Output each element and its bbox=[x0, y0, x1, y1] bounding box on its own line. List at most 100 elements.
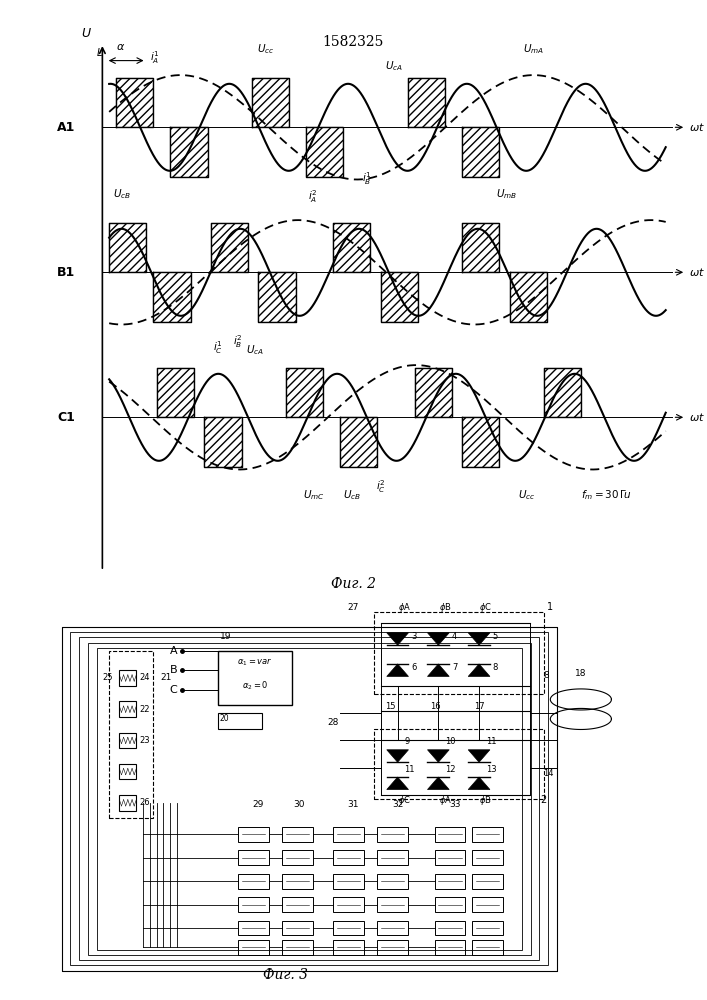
Text: $U_{mB}$: $U_{mB}$ bbox=[496, 187, 517, 201]
Text: 28: 28 bbox=[327, 718, 339, 727]
Text: 22: 22 bbox=[140, 705, 150, 714]
Bar bbox=[333, 827, 363, 842]
Text: 4: 4 bbox=[452, 632, 457, 641]
Bar bbox=[472, 940, 503, 955]
Text: 11: 11 bbox=[404, 765, 415, 774]
Text: $\omega t$: $\omega t$ bbox=[689, 266, 706, 278]
Text: $\alpha_1{=}var$: $\alpha_1{=}var$ bbox=[238, 657, 273, 668]
Text: $i^2_A$: $i^2_A$ bbox=[308, 188, 317, 205]
Text: $\phi$B: $\phi$B bbox=[479, 794, 492, 807]
Text: $U_{cB}$: $U_{cB}$ bbox=[112, 187, 131, 201]
Text: 20: 20 bbox=[220, 714, 229, 723]
Text: 8: 8 bbox=[544, 671, 549, 680]
Text: B1: B1 bbox=[57, 266, 75, 279]
Text: 29: 29 bbox=[253, 800, 264, 809]
Text: 5: 5 bbox=[493, 632, 498, 641]
Text: 27: 27 bbox=[348, 603, 359, 612]
Text: $i^1_A$: $i^1_A$ bbox=[151, 49, 160, 66]
Text: $\phi$A: $\phi$A bbox=[398, 601, 411, 614]
Polygon shape bbox=[428, 633, 449, 645]
Polygon shape bbox=[387, 777, 409, 790]
Text: 32: 32 bbox=[392, 800, 403, 809]
Bar bbox=[119, 701, 136, 717]
Bar bbox=[119, 670, 136, 686]
Text: $f_m{=}30\,\Gamma\!\mathit{u}$: $f_m{=}30\,\Gamma\!\mathit{u}$ bbox=[581, 488, 632, 502]
Polygon shape bbox=[428, 750, 449, 762]
Text: $U_{mA}$: $U_{mA}$ bbox=[522, 42, 544, 56]
Text: 18: 18 bbox=[575, 669, 587, 678]
Bar bbox=[472, 827, 503, 842]
Bar bbox=[282, 827, 312, 842]
Polygon shape bbox=[468, 750, 490, 762]
Text: $\alpha_2{=}0$: $\alpha_2{=}0$ bbox=[242, 680, 269, 692]
Bar bbox=[238, 827, 269, 842]
Text: 9: 9 bbox=[404, 737, 409, 746]
Text: 19: 19 bbox=[220, 632, 231, 641]
Text: 25: 25 bbox=[103, 674, 113, 682]
Bar bbox=[472, 850, 503, 865]
Text: C: C bbox=[169, 685, 177, 695]
Text: 10: 10 bbox=[445, 737, 455, 746]
Polygon shape bbox=[428, 777, 449, 790]
Text: 17: 17 bbox=[474, 702, 484, 711]
Bar bbox=[119, 733, 136, 748]
Text: C1: C1 bbox=[57, 411, 75, 424]
Bar bbox=[97, 648, 522, 950]
Text: $U_{cB}$: $U_{cB}$ bbox=[344, 488, 361, 502]
Polygon shape bbox=[468, 664, 490, 676]
Bar bbox=[378, 897, 408, 912]
Bar bbox=[282, 921, 312, 935]
Text: L: L bbox=[97, 48, 103, 58]
Text: 23: 23 bbox=[140, 736, 151, 745]
Text: $i^1_B$: $i^1_B$ bbox=[362, 171, 372, 187]
Text: $\omega t$: $\omega t$ bbox=[689, 411, 706, 423]
Bar bbox=[378, 921, 408, 935]
Bar bbox=[435, 940, 465, 955]
Text: $U_{cc}$: $U_{cc}$ bbox=[518, 488, 535, 502]
Text: 6: 6 bbox=[411, 663, 416, 672]
Polygon shape bbox=[387, 664, 409, 676]
Text: 15: 15 bbox=[385, 702, 396, 711]
Text: A: A bbox=[170, 646, 177, 656]
Text: 8: 8 bbox=[493, 663, 498, 672]
Text: $\alpha$: $\alpha$ bbox=[116, 42, 125, 52]
Bar bbox=[218, 651, 293, 705]
Text: $\phi$C: $\phi$C bbox=[479, 601, 492, 614]
Polygon shape bbox=[468, 633, 490, 645]
Text: B: B bbox=[170, 665, 177, 675]
Bar bbox=[333, 897, 363, 912]
Bar bbox=[435, 827, 465, 842]
Text: $i^1_C$: $i^1_C$ bbox=[213, 339, 223, 356]
Bar bbox=[472, 897, 503, 912]
Bar bbox=[378, 827, 408, 842]
Text: A1: A1 bbox=[57, 121, 75, 134]
Text: $i^2_C$: $i^2_C$ bbox=[375, 478, 385, 495]
Bar bbox=[374, 612, 544, 694]
Text: 21: 21 bbox=[160, 674, 171, 682]
Bar bbox=[472, 874, 503, 889]
Bar bbox=[79, 637, 539, 960]
Text: 1: 1 bbox=[547, 602, 554, 612]
Bar bbox=[333, 921, 363, 935]
Bar bbox=[88, 643, 531, 955]
Text: 26: 26 bbox=[140, 798, 151, 807]
Text: U: U bbox=[81, 27, 90, 40]
Polygon shape bbox=[387, 750, 409, 762]
Bar bbox=[282, 850, 312, 865]
Bar bbox=[378, 850, 408, 865]
Bar bbox=[378, 874, 408, 889]
Text: 16: 16 bbox=[430, 702, 440, 711]
Text: $\phi$B: $\phi$B bbox=[439, 601, 452, 614]
Bar bbox=[238, 850, 269, 865]
Text: Фиг. 3: Фиг. 3 bbox=[263, 968, 308, 982]
Bar bbox=[472, 921, 503, 935]
Text: $U_{cA}$: $U_{cA}$ bbox=[385, 59, 403, 73]
Bar bbox=[119, 795, 136, 811]
Bar bbox=[71, 632, 549, 965]
Text: 31: 31 bbox=[348, 800, 359, 809]
Bar bbox=[333, 874, 363, 889]
Text: 3: 3 bbox=[411, 632, 416, 641]
Bar bbox=[435, 921, 465, 935]
Polygon shape bbox=[428, 664, 449, 676]
Bar bbox=[238, 921, 269, 935]
